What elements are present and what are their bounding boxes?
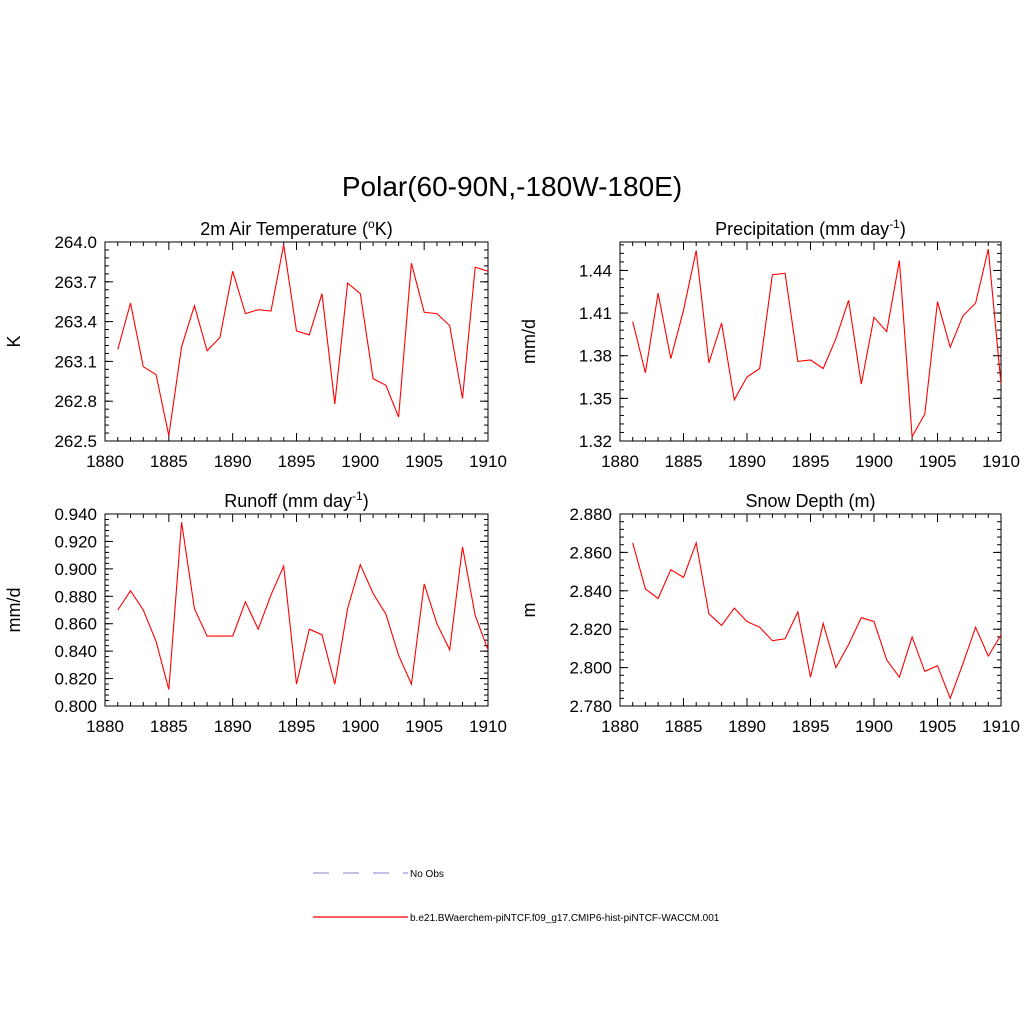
x-tick-label: 1910	[469, 717, 507, 736]
x-tick-label: 1900	[341, 717, 379, 736]
y-tick-label: 0.880	[54, 587, 97, 606]
y-tick-label: 264.0	[54, 233, 97, 252]
legend-label-model: b.e21.BWaerchem-piNTCF.f09_g17.CMIP6-his…	[410, 913, 720, 924]
y-tick-label: 1.35	[579, 389, 612, 408]
x-tick-label: 1890	[728, 452, 766, 471]
y-tick-label: 0.840	[54, 642, 97, 661]
y-tick-label: 263.7	[54, 273, 97, 292]
panel-title: 2m Air Temperature (oK)	[200, 217, 392, 239]
y-axis-label: mm/d	[519, 319, 539, 364]
series-line-snow-depth	[632, 540, 1001, 700]
x-tick-label: 1910	[982, 452, 1020, 471]
y-tick-label: 0.860	[54, 615, 97, 634]
y-axis-label: m	[519, 603, 539, 618]
x-tick-label: 1910	[982, 717, 1020, 736]
x-tick-label: 1895	[792, 452, 830, 471]
y-tick-label: 0.940	[54, 505, 97, 524]
series-line-runoff	[117, 522, 488, 690]
y-tick-label: 2.860	[569, 543, 612, 562]
x-tick-label: 1880	[86, 717, 124, 736]
x-tick-label: 1900	[855, 717, 893, 736]
x-tick-label: 1895	[792, 717, 830, 736]
plot-frame	[104, 513, 489, 707]
y-tick-label: 2.840	[569, 582, 612, 601]
y-tick-label: 1.41	[579, 304, 612, 323]
x-tick-label: 1885	[150, 717, 188, 736]
y-tick-label: 0.800	[54, 697, 97, 716]
y-tick-label: 1.38	[579, 347, 612, 366]
panel-title: Snow Depth (m)	[745, 491, 875, 511]
x-tick-label: 1905	[919, 717, 957, 736]
x-tick-label: 1890	[214, 717, 252, 736]
y-axis-label: mm/d	[4, 588, 24, 633]
panel-title: Runoff (mm day-1)	[224, 489, 368, 511]
x-tick-label: 1900	[341, 452, 379, 471]
y-tick-label: 1.32	[579, 432, 612, 451]
legend: No Obs b.e21.BWaerchem-piNTCF.f09_g17.CM…	[313, 869, 720, 924]
y-tick-label: 263.4	[54, 313, 97, 332]
y-tick-label: 0.900	[54, 560, 97, 579]
x-tick-label: 1885	[665, 717, 703, 736]
x-tick-label: 1880	[601, 452, 639, 471]
panel-title: Precipitation (mm day-1)	[715, 217, 906, 239]
x-tick-label: 1890	[728, 717, 766, 736]
x-tick-label: 1900	[855, 452, 893, 471]
series-line-air-temperature	[117, 244, 488, 436]
x-tick-label: 1910	[469, 452, 507, 471]
y-tick-label: 262.8	[54, 392, 97, 411]
x-tick-label: 1895	[278, 717, 316, 736]
x-tick-label: 1890	[214, 452, 252, 471]
y-axis-label: K	[4, 335, 24, 347]
y-tick-label: 2.800	[569, 659, 612, 678]
panel-runoff: 0.940 0.920 0.900 0.880 0.860 0.840 0.820 0.800…	[4, 489, 507, 736]
series-line-precipitation	[632, 248, 1001, 439]
figure-title: Polar(60-90N,-180W-180E)	[342, 171, 682, 202]
x-tick-label: 1905	[405, 452, 443, 471]
y-tick-label: 0.920	[54, 532, 97, 551]
x-tick-label: 1905	[919, 452, 957, 471]
y-tick-label: 2.880	[569, 505, 612, 524]
y-tick-label: 2.820	[569, 620, 612, 639]
legend-label-no-obs: No Obs	[410, 869, 444, 880]
x-tick-label: 1885	[665, 452, 703, 471]
y-tick-label: 1.44	[579, 261, 612, 280]
y-tick-label: 263.1	[54, 352, 97, 371]
y-tick-label: 2.780	[569, 697, 612, 716]
y-tick-label: 262.5	[54, 432, 97, 451]
x-tick-label: 1880	[601, 717, 639, 736]
x-tick-label: 1880	[86, 452, 124, 471]
x-tick-label: 1905	[405, 717, 443, 736]
plot-frame	[619, 241, 1002, 442]
y-tick-label: 0.820	[54, 670, 97, 689]
plot-frame	[104, 241, 489, 442]
x-tick-label: 1885	[150, 452, 188, 471]
x-tick-label: 1895	[278, 452, 316, 471]
